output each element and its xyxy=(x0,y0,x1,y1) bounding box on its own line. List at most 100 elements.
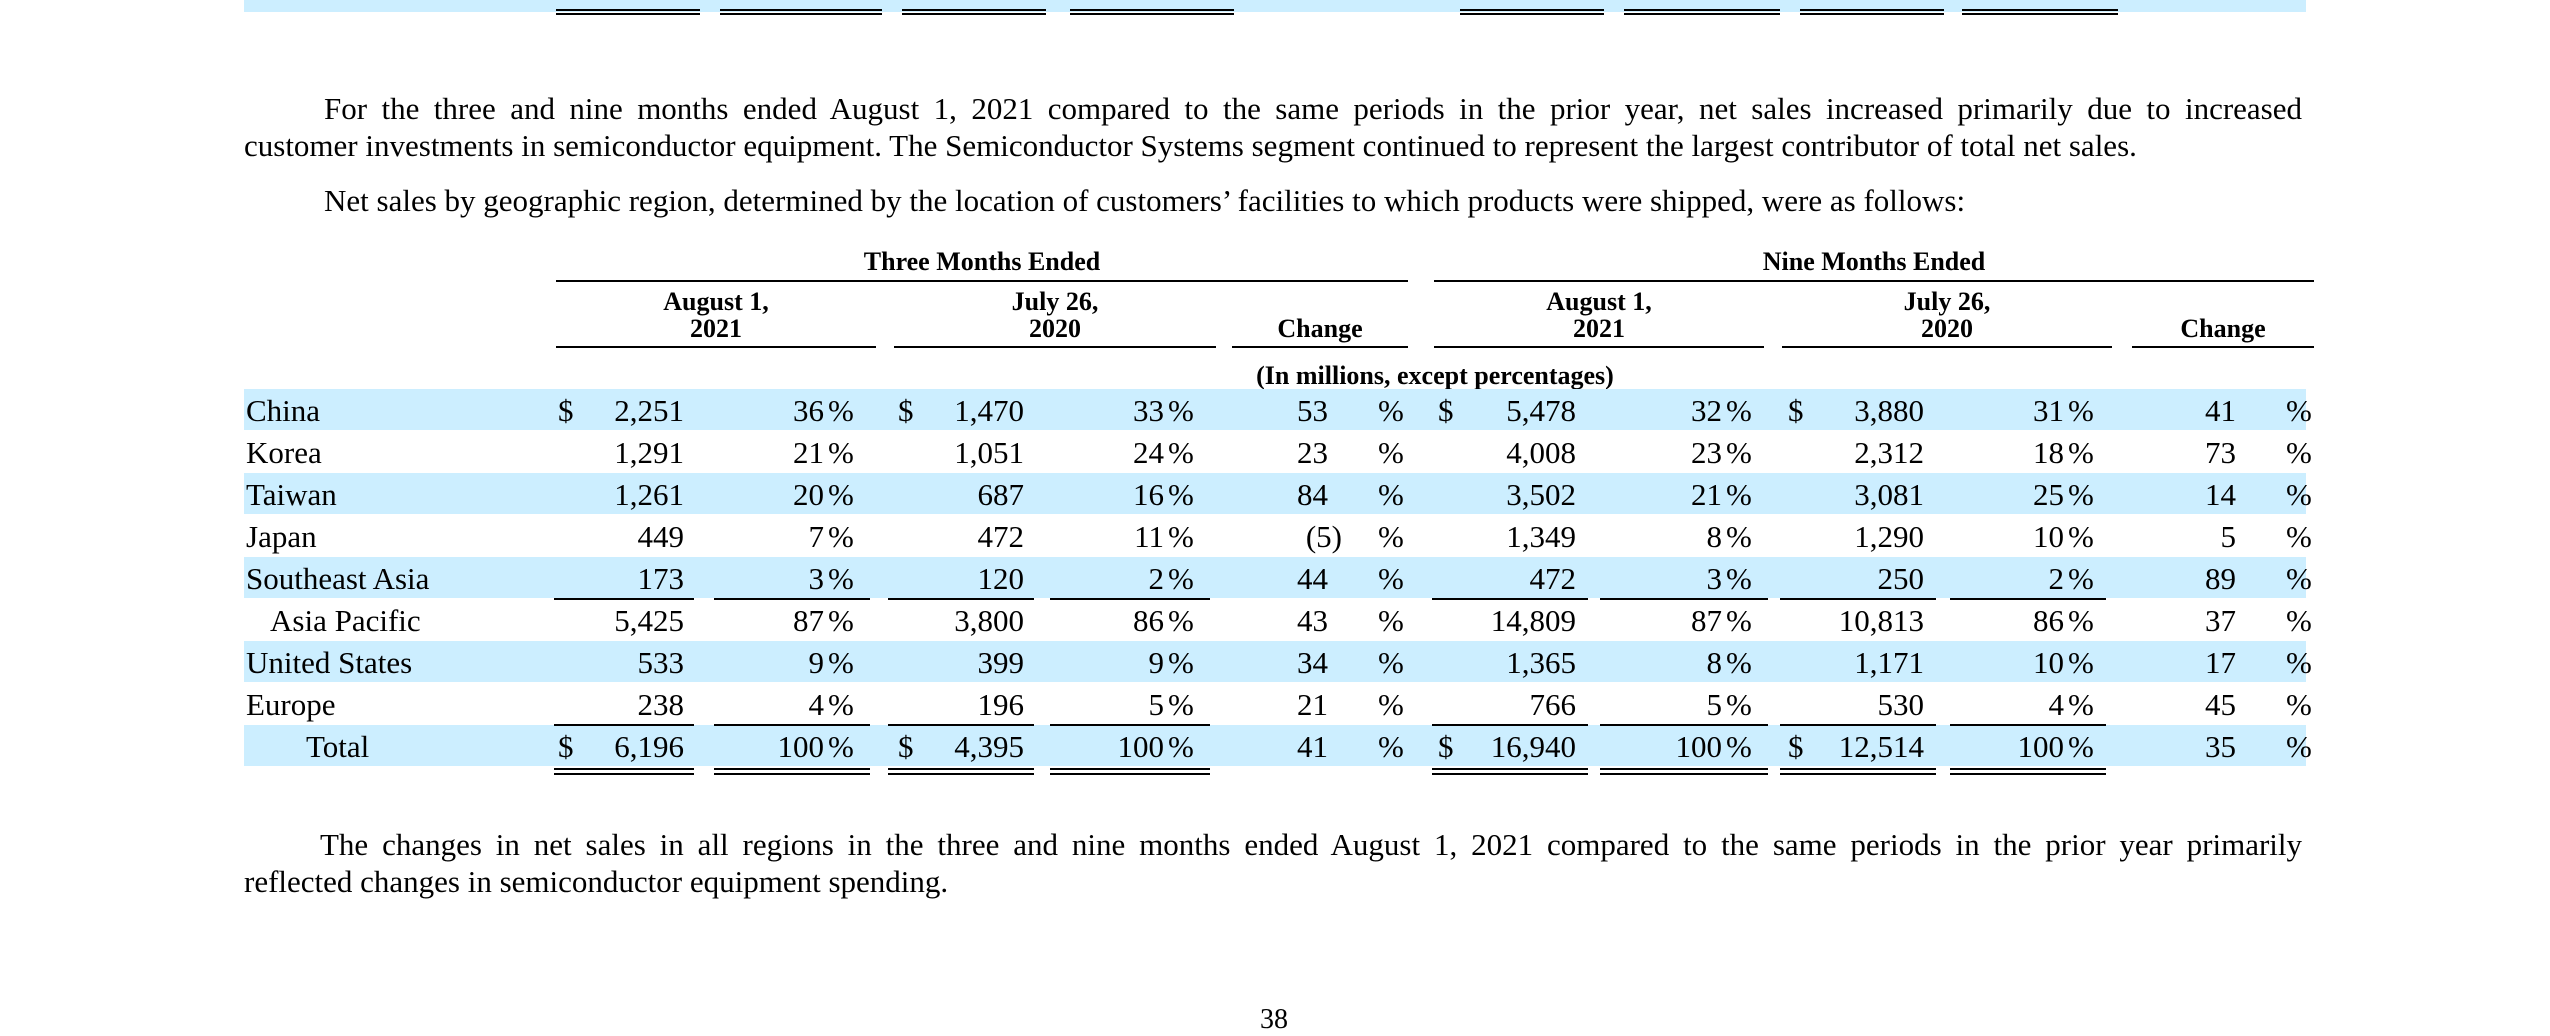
cell-y-cur-pct: 87 xyxy=(1691,603,1722,638)
cell-q-prev-pct: 100 xyxy=(1117,729,1165,764)
cell-q-chg: 84 xyxy=(1297,477,1328,512)
total-double-rule xyxy=(1600,768,1768,775)
header-y-jul: July 26, 2020 xyxy=(1903,287,1991,343)
header-rule xyxy=(1434,346,1764,348)
cell-y-prev: 12,514 xyxy=(1838,729,1924,764)
page-number: 38 xyxy=(1260,1004,1288,1035)
previous-table-rule xyxy=(902,9,1046,15)
paragraph-changes-reflect: The changes in net sales in all regions … xyxy=(244,826,2302,900)
row-label-united-states: United States xyxy=(246,645,413,680)
percent-sign: % xyxy=(1378,477,1404,512)
cell-q-cur-pct: 9 xyxy=(808,645,825,680)
cell-y-chg: 35 xyxy=(2205,729,2236,764)
subtotal-rule xyxy=(1950,598,2106,600)
percent-sign: % xyxy=(1378,519,1404,554)
cell-q-prev: 472 xyxy=(977,519,1025,554)
subtotal-rule xyxy=(1432,724,1588,726)
cell-q-cur-pct: 36 xyxy=(793,393,824,428)
percent-sign: % xyxy=(828,603,854,638)
cell-y-cur: 766 xyxy=(1529,687,1577,722)
cell-y-prev: 2,312 xyxy=(1854,435,1924,470)
cell-q-prev-pct: 24 xyxy=(1133,435,1164,470)
cell-q-prev-pct: 86 xyxy=(1133,603,1164,638)
total-double-rule xyxy=(1432,768,1588,775)
percent-sign: % xyxy=(828,561,854,596)
cell-y-cur: 1,365 xyxy=(1506,645,1576,680)
header-y-change: Change xyxy=(2180,314,2266,343)
paragraph-line: For the three and nine months ended Augu… xyxy=(324,91,2302,126)
cell-q-prev: 399 xyxy=(977,645,1025,680)
percent-sign: % xyxy=(2068,519,2094,554)
cell-y-cur: 16,940 xyxy=(1490,729,1576,764)
cell-q-cur: 449 xyxy=(637,519,685,554)
cell-y-prev: 250 xyxy=(1877,561,1925,596)
subtotal-rule xyxy=(1432,598,1588,600)
cell-y-chg: 89 xyxy=(2205,561,2236,596)
paragraph-line: Net sales by geographic region, determin… xyxy=(324,183,1966,218)
percent-sign: % xyxy=(1378,603,1404,638)
percent-sign: % xyxy=(1726,645,1752,680)
cell-y-prev: 530 xyxy=(1877,687,1925,722)
cell-q-cur-pct: 100 xyxy=(777,729,825,764)
cell-y-cur-pct: 8 xyxy=(1706,645,1723,680)
percent-sign: % xyxy=(1168,561,1194,596)
cell-y-prev: 3,880 xyxy=(1854,393,1924,428)
currency-symbol: $ xyxy=(898,729,914,764)
percent-sign: % xyxy=(828,645,854,680)
percent-sign: % xyxy=(1378,645,1404,680)
currency-symbol: $ xyxy=(898,393,914,428)
cell-q-chg: 53 xyxy=(1297,393,1328,428)
percent-sign: % xyxy=(1726,729,1752,764)
cell-q-prev: 120 xyxy=(977,561,1025,596)
subtotal-rule xyxy=(1050,598,1210,600)
percent-sign: % xyxy=(1726,687,1752,722)
cell-y-cur: 4,008 xyxy=(1506,435,1576,470)
cell-q-prev: 687 xyxy=(977,477,1025,512)
percent-sign: % xyxy=(1726,393,1752,428)
cell-q-cur-pct: 20 xyxy=(793,477,824,512)
percent-sign: % xyxy=(1168,393,1194,428)
cell-q-prev: 1,051 xyxy=(954,435,1024,470)
percent-sign: % xyxy=(828,435,854,470)
percent-sign: % xyxy=(828,477,854,512)
paragraph-line: reflected changes in semiconductor equip… xyxy=(244,864,949,899)
cell-y-prev-pct: 10 xyxy=(2033,645,2064,680)
previous-table-rule xyxy=(1800,9,1944,15)
cell-y-prev-pct: 18 xyxy=(2033,435,2064,470)
row-label-china: China xyxy=(246,393,321,428)
cell-y-chg: 37 xyxy=(2205,603,2236,638)
paragraph-line: The changes in net sales in all regions … xyxy=(320,827,2302,862)
percent-sign: % xyxy=(1168,729,1194,764)
previous-table-rule xyxy=(1070,9,1234,15)
currency-symbol: $ xyxy=(1788,729,1804,764)
header-rule xyxy=(556,346,876,348)
cell-y-cur: 472 xyxy=(1529,561,1577,596)
cell-y-prev-pct: 25 xyxy=(2033,477,2064,512)
subtotal-rule xyxy=(554,598,694,600)
cell-y-prev-pct: 2 xyxy=(2048,561,2065,596)
row-label-japan: Japan xyxy=(246,519,317,554)
cell-q-cur: 2,251 xyxy=(614,393,684,428)
previous-table-rule xyxy=(1460,9,1604,15)
total-double-rule xyxy=(714,768,870,775)
header-rule xyxy=(2132,346,2314,348)
cell-q-chg: 41 xyxy=(1297,729,1328,764)
subtotal-rule xyxy=(1950,724,2106,726)
cell-q-cur: 238 xyxy=(637,687,685,722)
subtotal-rule xyxy=(1050,724,1210,726)
percent-sign: % xyxy=(2286,687,2312,722)
cell-y-chg: 14 xyxy=(2205,477,2236,512)
percent-sign: % xyxy=(1168,435,1194,470)
header-q-change: Change xyxy=(1277,314,1363,343)
header-q-jul: July 26, 2020 xyxy=(1011,287,1099,343)
cell-q-prev-pct: 16 xyxy=(1133,477,1164,512)
percent-sign: % xyxy=(1378,393,1404,428)
cell-y-cur-pct: 21 xyxy=(1691,477,1722,512)
cell-y-cur-pct: 100 xyxy=(1675,729,1723,764)
cell-y-cur-pct: 5 xyxy=(1706,687,1723,722)
percent-sign: % xyxy=(1168,519,1194,554)
paragraph-line: customer investments in semiconductor eq… xyxy=(244,128,2137,163)
percent-sign: % xyxy=(1378,561,1404,596)
total-double-rule xyxy=(888,768,1034,775)
row-band xyxy=(244,389,2306,430)
